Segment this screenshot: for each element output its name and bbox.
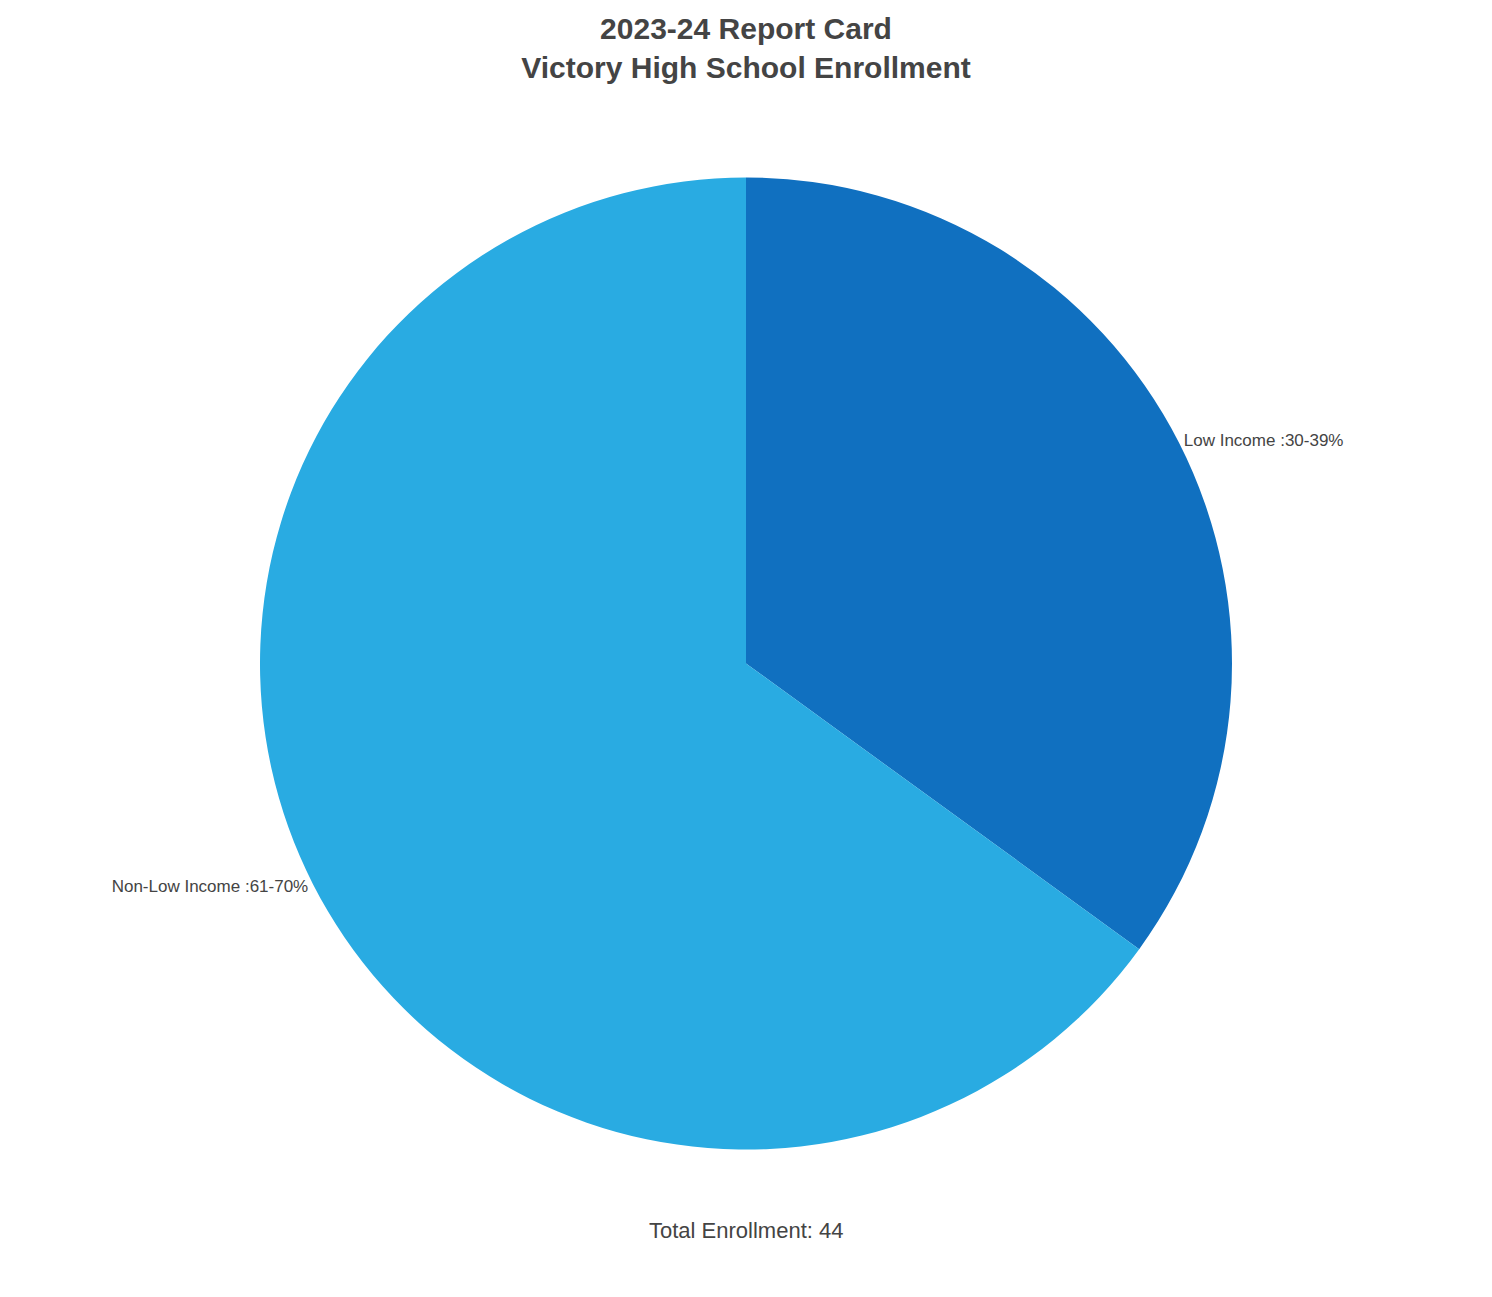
svg-text:Total Enrollment: 44: Total Enrollment: 44 (649, 1218, 843, 1243)
svg-text:Low Income :30-39%: Low Income :30-39% (1184, 431, 1344, 450)
svg-text:2023-24 Report CardVictory Hig: 2023-24 Report CardVictory High School E… (521, 12, 971, 84)
svg-text:Non-Low Income :61-70%: Non-Low Income :61-70% (112, 877, 309, 896)
